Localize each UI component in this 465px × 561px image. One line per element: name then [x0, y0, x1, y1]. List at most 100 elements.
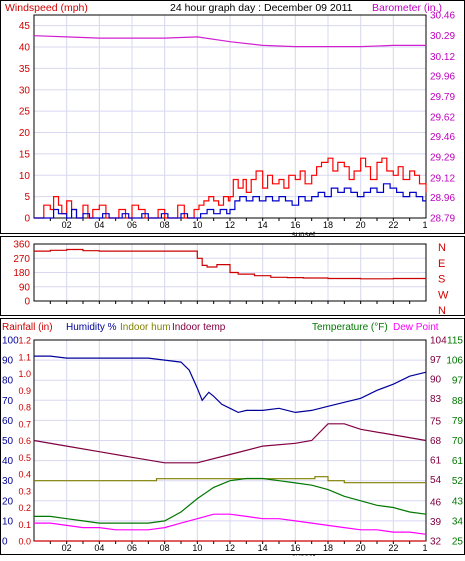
- humidity-xlabel: 14: [258, 543, 268, 553]
- humidity-xlabel: 18: [323, 543, 333, 553]
- compass-label: S: [438, 274, 445, 286]
- temperature-line: [34, 477, 427, 524]
- baro-ytick-label: 29.96: [430, 71, 455, 82]
- indoor-temp-ytick-label: 61: [430, 456, 442, 467]
- humidity-ytick-label: 60: [2, 416, 14, 427]
- humidity-xlabel: 16: [290, 543, 300, 553]
- humidity-xlabel: 22: [388, 543, 398, 553]
- humidity-xlabel: 20: [356, 543, 366, 553]
- humidity-xlabel-last: 1: [422, 543, 427, 553]
- dew-point-legend: Dew Point: [393, 322, 439, 333]
- wind-ytick-label: 45: [19, 21, 31, 32]
- wind-xlabel: 02: [62, 220, 72, 230]
- wind-xlabel: 10: [192, 220, 202, 230]
- wind-xlabel: 12: [225, 220, 235, 230]
- graph-title: 24 hour graph day : December 09 2011: [170, 2, 353, 14]
- indoor-temp-ytick-label: 75: [430, 416, 442, 427]
- wind-ytick-label: 5: [24, 192, 30, 203]
- indoor-temp-ytick-label: 104: [430, 336, 447, 347]
- barometer-line: [33, 35, 426, 48]
- baro-ytick-label: 28.96: [430, 193, 455, 204]
- wind-xlabel: 16: [290, 220, 300, 230]
- temp-ytick-label: 61: [452, 456, 464, 467]
- direction-ytick-label: 270: [13, 254, 30, 265]
- humidity-ytick-label: 50: [2, 436, 14, 447]
- baro-ytick-label: 29.62: [430, 113, 455, 124]
- baro-ytick-label: 29.12: [430, 173, 455, 184]
- rain-ytick-label: 0.6: [18, 436, 31, 446]
- wind-panel-frame: [0, 0, 465, 234]
- humidity-xlabel: 02: [62, 543, 72, 553]
- baro-ytick-label: 30.29: [430, 31, 455, 42]
- baro-ytick-label: 29.79: [430, 92, 455, 103]
- rain-ytick-label: 0.7: [18, 419, 31, 429]
- wind-ytick-label: 10: [19, 171, 31, 182]
- temp-ytick-label: 88: [452, 396, 464, 407]
- temp-ytick-label: 70: [452, 436, 464, 447]
- indoor-temp-ytick-label: 32: [430, 537, 442, 548]
- wind-ytick-label: 20: [19, 128, 31, 139]
- humidity-ytick-label: 100: [2, 336, 19, 347]
- baro-ytick-label: 29.29: [430, 153, 455, 164]
- indoor-temp-ytick-label: 97: [430, 355, 442, 366]
- humidity-legend: Humidity %: [66, 322, 117, 333]
- rain-ytick-label: 1.0: [18, 369, 31, 379]
- indoor-temp-ytick-label: 54: [430, 475, 442, 486]
- rain-ytick-label: 1.1: [18, 352, 31, 362]
- baro-ytick-label: 30.12: [430, 52, 455, 63]
- humidity-ytick-label: 10: [2, 516, 14, 527]
- compass-label: N: [438, 242, 446, 254]
- humidity-ytick-label: 40: [2, 456, 14, 467]
- wind-ytick-label: 25: [19, 107, 31, 118]
- rain-ytick-label: 0.2: [18, 503, 31, 513]
- rain-ytick-label: 0.5: [18, 453, 31, 463]
- humidity-line: [34, 355, 427, 414]
- humidity-ytick-label: 20: [2, 496, 14, 507]
- rainfall-axis-title: Rainfall (in): [2, 322, 53, 333]
- humidity-ytick-label: 0: [2, 537, 8, 548]
- temp-ytick-label: 25: [452, 537, 464, 548]
- wind-xlabel: 04: [94, 220, 104, 230]
- baro-ytick-label: 30.46: [430, 11, 455, 22]
- windspeed-line: [34, 183, 426, 219]
- indoor-temp-legend: Indoor temp: [172, 322, 226, 333]
- direction-ytick-label: 0: [24, 297, 30, 308]
- rain-ytick-label: 0.8: [18, 403, 31, 413]
- temp-ytick-label: 43: [452, 496, 464, 507]
- humidity-xlabel: 04: [94, 543, 104, 553]
- wind-xlabel: 20: [356, 220, 366, 230]
- humidity-xlabel: 12: [225, 543, 235, 553]
- indoor-temp-ytick-label: 83: [430, 394, 442, 405]
- wind-plot-area: [33, 14, 427, 219]
- windspeed-axis-title: Windspeed (mph): [5, 2, 88, 14]
- direction-plot-area: [33, 243, 427, 302]
- humidity-ytick-label: 90: [2, 356, 14, 367]
- temp-ytick-label: 34: [452, 516, 464, 527]
- direction-ytick-label: 180: [13, 268, 30, 279]
- rain-ytick-label: 0.4: [18, 470, 31, 480]
- humidity-xlabel: 08: [160, 543, 170, 553]
- dew-point-line: [34, 513, 427, 535]
- rain-ytick-label: 0.1: [18, 520, 31, 530]
- direction-ytick-label: 90: [19, 282, 31, 293]
- barometer-axis-title: Barometer (in.): [372, 2, 442, 14]
- indoor-temp-line: [33, 423, 427, 464]
- indoor-temp-ytick-label: 90: [430, 375, 442, 386]
- temp-ytick-label: 52: [452, 476, 464, 487]
- temp-ytick-label: 97: [452, 376, 464, 387]
- rain-ytick-label: 0.0: [18, 537, 31, 547]
- wind-xlabel: 06: [127, 220, 137, 230]
- rain-ytick-label: 1.2: [18, 336, 31, 346]
- humidity-ytick-label: 30: [2, 476, 14, 487]
- wind-xlabel: 22: [388, 220, 398, 230]
- humidity-xlabel: 10: [192, 543, 202, 553]
- direction-panel-frame: [0, 236, 465, 316]
- humidity-ytick-label: 80: [2, 376, 14, 387]
- direction-line: [34, 248, 427, 280]
- wind-ytick-label: 30: [19, 85, 31, 96]
- gust-line: [34, 157, 427, 219]
- sunset-label: sunset: [292, 230, 316, 239]
- wind-xlabel: 18: [323, 220, 333, 230]
